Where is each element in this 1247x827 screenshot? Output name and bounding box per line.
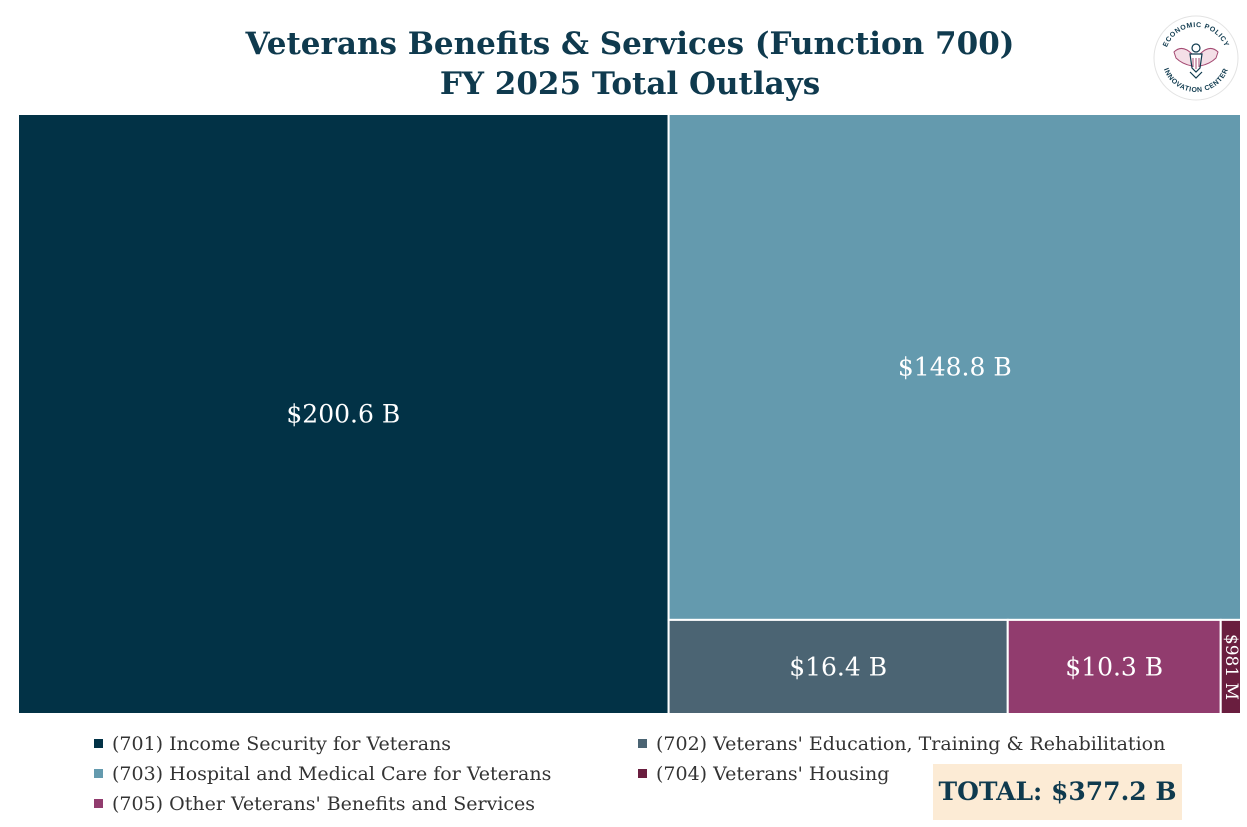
legend-item-703: (703) Hospital and Medical Care for Vete…	[94, 761, 551, 787]
treemap-tile-702	[667, 618, 1009, 714]
data-label-702: $16.4 B	[789, 652, 887, 681]
legend-swatch-702	[638, 739, 647, 748]
eagle-seal-icon: ECONOMIC POLICY INNOVATION CENTER	[1153, 15, 1239, 101]
treemap-tile-703	[667, 114, 1241, 621]
treemap-chart: $200.6 B $148.8 B $16.4 B $10.3 B $981 M	[18, 114, 1241, 714]
legend-label-702: (702) Veterans' Education, Training & Re…	[656, 733, 1166, 755]
legend-item-701: (701) Income Security for Veterans	[94, 731, 451, 757]
treemap-tile-704	[1219, 618, 1241, 714]
legend-item-702: (702) Veterans' Education, Training & Re…	[638, 731, 1165, 757]
legend-label-705: (705) Other Veterans' Benefits and Servi…	[112, 793, 536, 815]
logo: ECONOMIC POLICY INNOVATION CENTER	[1152, 14, 1240, 102]
chart-title: Veterans Benefits & Services (Function 7…	[245, 26, 1015, 62]
legend-label-701: (701) Income Security for Veterans	[112, 733, 452, 755]
legend-swatch-703	[94, 769, 103, 778]
legend-item-705: (705) Other Veterans' Benefits and Servi…	[94, 791, 535, 817]
data-label-703: $148.8 B	[898, 352, 1012, 381]
legend-label-704: (704) Veterans' Housing	[656, 763, 890, 785]
legend-swatch-705	[94, 799, 103, 808]
data-label-705: $10.3 B	[1065, 652, 1163, 681]
legend-item-704: (704) Veterans' Housing	[638, 761, 889, 787]
legend-label-703: (703) Hospital and Medical Care for Vete…	[112, 763, 552, 785]
treemap-tile-701	[18, 114, 670, 714]
data-label-704: $981 M	[1221, 634, 1241, 700]
legend-swatch-701	[94, 739, 103, 748]
treemap-tile-705	[1006, 618, 1222, 714]
total-box: TOTAL: $377.2 B	[933, 764, 1182, 820]
legend-swatch-704	[638, 769, 647, 778]
chart-subtitle: FY 2025 Total Outlays	[439, 66, 821, 102]
data-label-701: $200.6 B	[286, 400, 400, 429]
